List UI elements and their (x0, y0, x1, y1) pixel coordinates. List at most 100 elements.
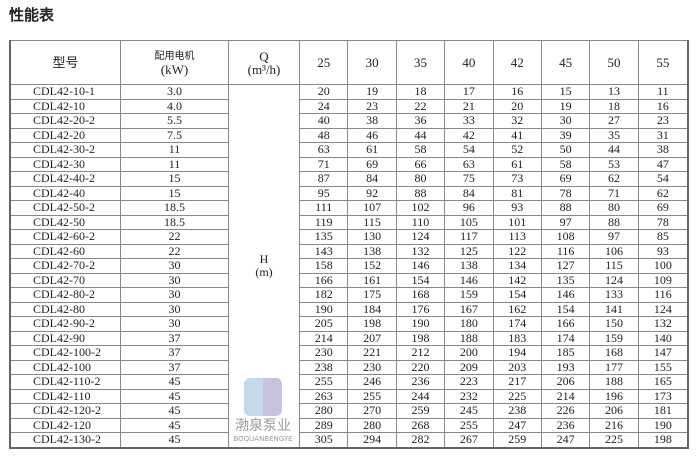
table-row: CDL42-10 4.0 24 23 22 21 20 19 18 16 (9, 98, 689, 114)
model-cell: CDL42-40 (9, 185, 121, 201)
head-value-cell: 88 (395, 185, 446, 201)
head-value-cell: 185 (540, 345, 591, 361)
head-value-cell: 188 (444, 330, 494, 346)
model-cell: CDL42-130-2 (9, 432, 121, 448)
table-row: CDL42-20-2 5.5 40 38 36 33 32 30 27 23 (9, 113, 689, 129)
head-value-cell: 44 (589, 142, 639, 158)
head-value-cell: 161 (347, 272, 397, 288)
model-header: 型号 (9, 40, 121, 85)
head-value-cell: 141 (589, 301, 639, 317)
head-value-cell: 115 (347, 214, 397, 230)
head-value-cell: 17 (444, 84, 494, 100)
head-value-cell: 175 (347, 287, 397, 303)
model-cell: CDL42-30-2 (9, 142, 121, 158)
table-row: CDL42-60-2 22 135 130 124 117 113 108 97 85 (9, 229, 689, 245)
head-value-cell: 124 (637, 301, 689, 317)
head-value-cell: 207 (347, 330, 397, 346)
head-value-cell: 280 (298, 403, 349, 419)
head-value-cell: 142 (492, 272, 542, 288)
head-value-cell: 39 (540, 127, 591, 143)
model-cell: CDL42-100-2 (9, 345, 121, 361)
head-value-cell: 23 (637, 113, 689, 129)
motor-cell: 4.0 (120, 98, 229, 114)
head-value-cell: 154 (540, 301, 591, 317)
table-row: CDL42-40-2 15 87 84 80 75 73 69 62 54 (9, 171, 689, 187)
head-value-cell: 40 (298, 113, 349, 129)
head-value-cell: 88 (540, 200, 591, 216)
flow-header: Q (m³/h) (228, 40, 300, 85)
head-value-cell: 236 (540, 417, 591, 433)
head-value-cell: 220 (395, 359, 446, 375)
head-value-cell: 116 (540, 243, 591, 259)
head-value-cell: 232 (444, 388, 494, 404)
head-value-cell: 183 (492, 330, 542, 346)
head-value-cell: 27 (589, 113, 639, 129)
head-value-cell: 113 (492, 229, 542, 245)
table-row: CDL42-100-2 37 230 221 212 200 194 185 168 147 (9, 345, 689, 361)
model-cell: CDL42-50-2 (9, 200, 121, 216)
motor-cell: 45 (120, 403, 229, 419)
head-value-cell: 221 (347, 345, 397, 361)
head-value-cell: 133 (589, 287, 639, 303)
table-row: CDL42-100 37 238 230 220 209 203 193 177 155 (9, 359, 689, 375)
head-value-cell: 259 (395, 403, 446, 419)
head-value-cell: 119 (298, 214, 349, 230)
head-value-cell: 212 (395, 345, 446, 361)
head-value-cell: 268 (395, 417, 446, 433)
head-value-cell: 31 (637, 127, 689, 143)
head-value-cell: 190 (637, 417, 689, 433)
head-value-cell: 168 (395, 287, 446, 303)
head-value-cell: 154 (492, 287, 542, 303)
motor-cell: 15 (120, 171, 229, 187)
head-value-cell: 62 (637, 185, 689, 201)
head-value-cell: 177 (589, 359, 639, 375)
head-value-cell: 166 (540, 316, 591, 332)
head-value-cell: 50 (540, 142, 591, 158)
motor-cell: 15 (120, 185, 229, 201)
head-value-cell: 88 (589, 214, 639, 230)
head-value-cell: 84 (444, 185, 494, 201)
motor-label: 配用电机 (154, 50, 195, 62)
head-value-cell: 69 (347, 156, 397, 172)
motor-cell: 7.5 (120, 127, 229, 143)
head-value-cell: 259 (492, 432, 542, 448)
motor-cell: 30 (120, 272, 229, 288)
motor-cell: 11 (120, 142, 229, 158)
head-value-cell: 115 (589, 258, 639, 274)
model-cell: CDL42-50 (9, 214, 121, 230)
head-value-cell: 47 (637, 156, 689, 172)
head-value-cell: 238 (492, 403, 542, 419)
head-value-cell: 24 (298, 98, 349, 114)
head-value-cell: 110 (395, 214, 446, 230)
head-value-cell: 198 (347, 316, 397, 332)
head-value-cell: 132 (395, 243, 446, 259)
head-value-cell: 146 (540, 287, 591, 303)
head-value-cell: 147 (637, 345, 689, 361)
head-value-cell: 69 (540, 171, 591, 187)
head-value-cell: 73 (492, 171, 542, 187)
head-value-cell: 63 (444, 156, 494, 172)
model-cell: CDL42-20 (9, 127, 121, 143)
head-unit: (m) (255, 264, 273, 279)
motor-cell: 30 (120, 301, 229, 317)
head-value-cell: 111 (298, 200, 349, 216)
model-cell: CDL42-20-2 (9, 113, 121, 129)
head-value-cell: 174 (540, 330, 591, 346)
motor-cell: 22 (120, 243, 229, 259)
model-cell: CDL42-10-1 (9, 84, 121, 100)
head-value-cell: 209 (444, 359, 494, 375)
head-value-cell: 190 (395, 316, 446, 332)
motor-cell: 30 (120, 316, 229, 332)
head-value-cell: 105 (444, 214, 494, 230)
head-value-cell: 245 (444, 403, 494, 419)
head-value-cell: 135 (298, 229, 349, 245)
motor-cell: 18.5 (120, 200, 229, 216)
head-value-cell: 135 (540, 272, 591, 288)
head-value-cell: 193 (540, 359, 591, 375)
head-value-cell: 181 (637, 403, 689, 419)
head-value-cell: 108 (540, 229, 591, 245)
head-value-cell: 117 (444, 229, 494, 245)
head-value-cell: 146 (395, 258, 446, 274)
head-value-cell: 54 (637, 171, 689, 187)
head-value-cell: 101 (492, 214, 542, 230)
